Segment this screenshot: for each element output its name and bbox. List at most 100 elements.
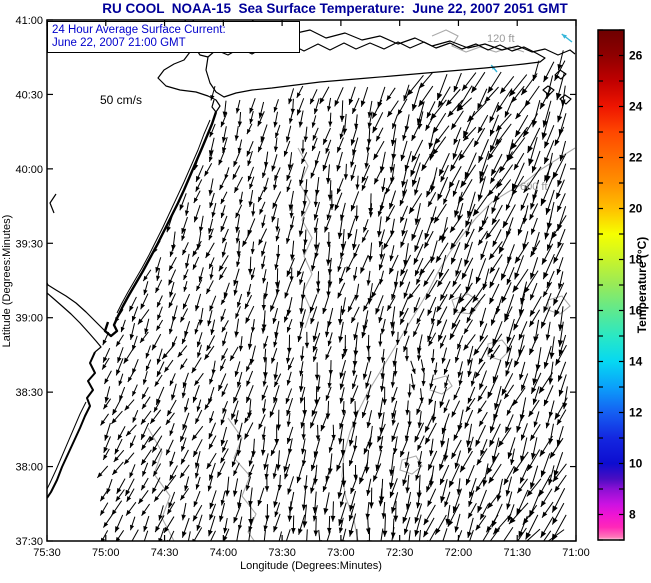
- current-arrow-head: [505, 490, 511, 497]
- current-arrow-head: [208, 189, 214, 196]
- current-arrow-head: [457, 343, 462, 350]
- current-arrow-head: [541, 257, 548, 265]
- current-arrow-head: [518, 530, 524, 538]
- current-arrow-head: [436, 305, 442, 313]
- current-arrow-head: [165, 419, 171, 425]
- current-arrow-head: [466, 317, 472, 323]
- current-arrow-head: [479, 177, 485, 184]
- current-arrow-head: [235, 226, 240, 233]
- current-arrow-head: [299, 321, 305, 328]
- current-arrow-head: [513, 323, 519, 331]
- current-arrow-head: [361, 184, 366, 191]
- current-arrow-shaft: [503, 526, 514, 541]
- current-arrow-head: [407, 421, 412, 427]
- current-arrow-head: [327, 281, 333, 288]
- current-arrow-head: [380, 373, 386, 379]
- current-arrow-head: [517, 228, 523, 236]
- current-arrow-head: [114, 448, 120, 455]
- current-arrow-head: [366, 147, 371, 153]
- current-arrow-head: [453, 138, 459, 145]
- current-arrow-head: [382, 530, 388, 537]
- current-arrow-head: [377, 435, 383, 443]
- current-arrow-head: [397, 109, 403, 116]
- current-arrow-head: [218, 384, 223, 391]
- current-arrow-head: [233, 470, 238, 476]
- current-arrow-head: [140, 303, 146, 310]
- current-arrow-head: [414, 517, 420, 524]
- current-arrow-head: [186, 543, 191, 549]
- current-arrow-head: [399, 281, 405, 288]
- current-arrow-head: [477, 126, 483, 133]
- current-arrow-head: [221, 391, 226, 397]
- current-arrow-head: [309, 306, 315, 313]
- axes-layer: 75:30 75:00 74:30 74:00 73:30 73:00 72:30 72:00…: [15, 15, 589, 559]
- current-arrow-head: [350, 204, 356, 212]
- current-arrow-head: [526, 490, 533, 497]
- current-arrow-head: [103, 403, 108, 410]
- current-arrow-head: [530, 294, 535, 301]
- current-arrow-head: [115, 496, 121, 502]
- current-arrow-head: [126, 430, 132, 436]
- current-arrow-head: [427, 200, 433, 207]
- coastline: [559, 94, 572, 105]
- current-arrow-head: [400, 450, 405, 458]
- current-arrow-head: [299, 279, 304, 285]
- current-arrow-head: [238, 199, 244, 205]
- current-arrow-head: [286, 379, 291, 386]
- current-arrow-head: [430, 318, 436, 325]
- current-arrow-head: [258, 423, 263, 430]
- current-arrow-head: [168, 328, 173, 335]
- current-arrow-head: [410, 169, 416, 177]
- current-arrow-head: [167, 508, 172, 515]
- current-arrow-head: [196, 406, 201, 412]
- current-arrow-head: [100, 509, 105, 516]
- current-arrow-head: [208, 433, 214, 439]
- current-arrow-head: [417, 461, 422, 467]
- current-arrow-head: [236, 301, 242, 308]
- current-arrow-head: [467, 531, 472, 538]
- current-arrow-head: [144, 328, 149, 335]
- coastline: [116, 119, 211, 314]
- current-arrow-head: [195, 186, 200, 192]
- current-arrow-head: [368, 502, 374, 509]
- current-arrow-head: [501, 388, 507, 396]
- current-arrow-head: [198, 226, 204, 233]
- current-arrow-head: [102, 339, 107, 346]
- current-arrow-head: [360, 267, 365, 274]
- current-arrow-head: [208, 443, 214, 450]
- current-arrow-head: [316, 288, 321, 294]
- current-arrow-head: [378, 317, 383, 323]
- current-arrow-head: [451, 452, 457, 459]
- current-arrow-shaft: [356, 528, 358, 541]
- current-arrow-head: [180, 435, 185, 442]
- current-arrow-head: [428, 340, 433, 347]
- current-arrow-head: [490, 144, 496, 153]
- current-arrow-head: [193, 197, 199, 204]
- current-arrow-head: [273, 121, 278, 128]
- current-arrow-head: [496, 494, 502, 502]
- current-arrow-head: [112, 408, 118, 415]
- current-arrow-head: [348, 439, 354, 447]
- current-arrow-head: [519, 373, 524, 381]
- current-arrow-head: [113, 456, 119, 462]
- current-arrow-head: [553, 256, 559, 264]
- current-arrow-head: [125, 489, 131, 496]
- current-arrow-head: [543, 271, 549, 280]
- current-arrow-head: [483, 544, 489, 551]
- current-arrow-head: [557, 339, 564, 347]
- current-arrow-head: [347, 306, 353, 313]
- current-arrow-shaft: [429, 529, 437, 541]
- current-arrow-head: [453, 308, 459, 315]
- current-arrow-head: [361, 411, 367, 418]
- bathymetry-contour: [297, 147, 313, 329]
- current-arrow-head: [367, 298, 373, 305]
- current-arrow-head: [510, 459, 515, 465]
- current-arrow-head: [219, 184, 224, 191]
- current-arrow-head: [288, 118, 293, 124]
- current-arrow-head: [461, 272, 468, 280]
- current-arrow-head: [251, 451, 256, 457]
- current-arrow-head: [167, 410, 172, 417]
- current-arrow-head: [400, 318, 405, 325]
- current-arrow-head: [341, 309, 346, 315]
- current-arrow-head: [440, 294, 446, 301]
